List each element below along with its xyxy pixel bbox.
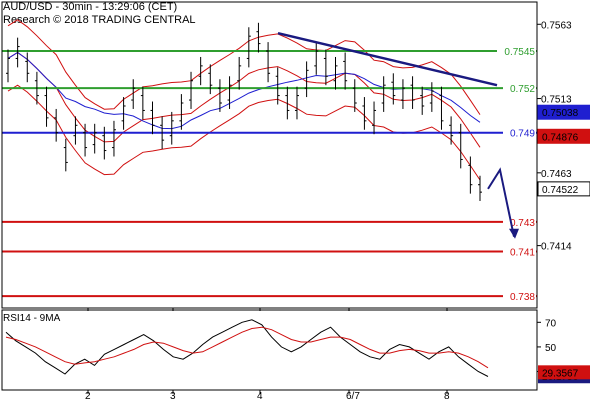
chart-title: AUD/USD - 30min - 13:29:06 (CET) — [3, 1, 178, 13]
level-label-bg — [497, 45, 536, 58]
x-tick-label: 2 — [85, 391, 91, 400]
downtrend-line — [277, 31, 498, 87]
price-value-tag — [537, 181, 590, 197]
level-label: 0.741 — [510, 248, 535, 259]
price-value-tag-label: 0.75038 — [542, 108, 579, 119]
y-tick-label: 0.7513 — [541, 95, 572, 106]
rsi-ma-value-tag-label: 29.3567 — [542, 368, 579, 379]
y-tick-label: 0.7563 — [541, 20, 572, 31]
rsi-y-tick-label: 70 — [545, 318, 557, 329]
x-tick-label: 4 — [257, 391, 263, 400]
x-tick-label: 3 — [170, 391, 176, 400]
level-label-bg — [503, 290, 536, 303]
level-label: 0.749 — [510, 129, 535, 140]
rsi-y-tick-label: 50 — [545, 343, 557, 354]
price-value-tag-label: 0.74522 — [542, 185, 579, 196]
level-label-bg — [503, 126, 536, 139]
price-value-tag-label: 0.74876 — [542, 132, 579, 143]
forecast-arrow-line — [487, 167, 515, 237]
price-panel-frame — [1, 1, 538, 309]
rsi-panel-title: RSI14 - 9MA — [3, 313, 61, 324]
x-tick-label: 8 — [444, 391, 450, 400]
y-tick-label: 0.7414 — [541, 242, 572, 253]
upper-band-line — [7, 19, 481, 115]
level-label: 0.752 — [510, 84, 535, 95]
rsi-ma-value-tag — [538, 365, 590, 380]
level-label: 0.738 — [510, 292, 535, 303]
rsi-panel-frame — [1, 309, 538, 391]
y-tick-label: 0.7463 — [541, 169, 572, 180]
forecast-arrowhead — [509, 228, 519, 239]
level-label-bg — [503, 82, 536, 95]
price-value-tag — [537, 128, 590, 144]
chart-copyright: Research © 2018 TRADING CENTRAL — [3, 14, 196, 26]
rsi-ma-line — [5, 326, 489, 369]
price-value-tag — [537, 104, 590, 120]
level-label-bg — [503, 245, 536, 258]
x-tick-label: 6/7 — [346, 391, 360, 400]
rsi-line — [5, 319, 489, 377]
level-label: 0.7545 — [504, 47, 535, 58]
level-label: 0.743 — [510, 218, 535, 229]
